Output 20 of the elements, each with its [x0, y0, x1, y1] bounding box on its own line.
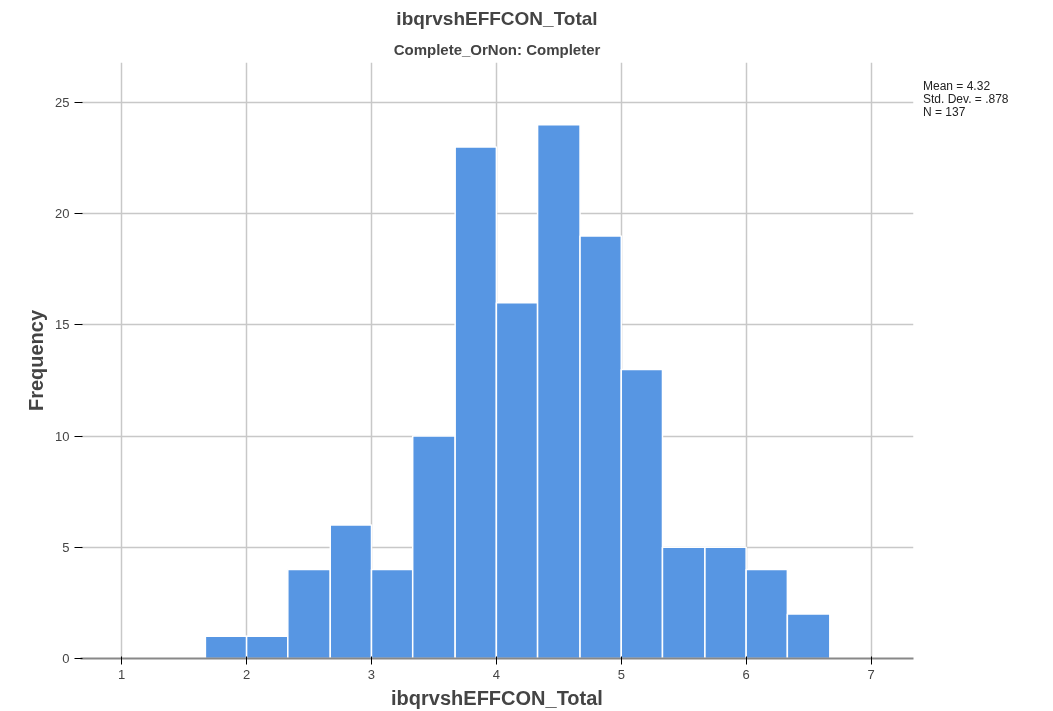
y-tick-label: 10 [55, 428, 70, 444]
x-tick-label: 3 [367, 666, 376, 682]
x-tick-label: 6 [742, 666, 750, 682]
y-tick-label: 20 [55, 206, 70, 222]
y-tick-label: 5 [62, 539, 70, 555]
x-tick-label: 5 [617, 666, 625, 682]
y-axis-title: Frequency [25, 309, 48, 412]
x-tick-label: 7 [867, 666, 875, 682]
y-tick-label: 0 [62, 651, 70, 666]
x-tick-label: 4 [492, 666, 500, 682]
chart-subtitle: Complete_OrNon: Completer [393, 40, 601, 58]
chart-title: ibqrvshEFFCON_Total [396, 7, 598, 29]
y-tick-label: 25 [55, 95, 70, 111]
text: Mean = 4.32 [923, 79, 991, 93]
x-tick-label: 1 [118, 666, 126, 682]
text: Std. Dev. = .878 [923, 92, 1009, 106]
text: N = 137 [923, 105, 966, 119]
x-tick-label: 2 [242, 666, 251, 682]
y-tick-label: 15 [55, 317, 70, 333]
x-axis-title: ibqrvshEFFCON_Total [391, 686, 603, 709]
